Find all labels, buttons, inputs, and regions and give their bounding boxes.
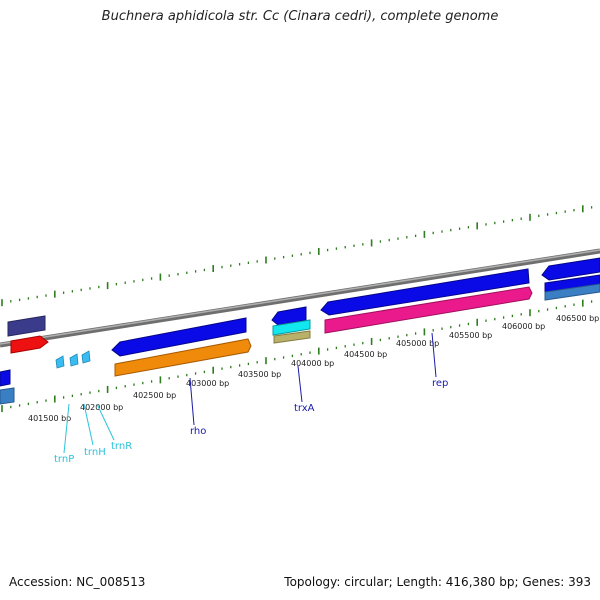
gene-feature-right-reverse-blue[interactable] [544,274,600,293]
scale-label: 405500 bp [449,331,492,340]
scale-labels: 401500 bp 402000 bp 402500 bp 403000 bp 4035… [28,314,599,423]
gene-feature-left-steel[interactable] [0,387,15,405]
gene-label-leader [83,403,94,446]
gene-trxA[interactable] [273,330,311,344]
gene-label-leader [63,403,70,454]
gene-label-trnH[interactable]: trnH [84,447,106,458]
gene-feature-long-forward[interactable] [320,268,530,316]
gene-label-trnR[interactable]: trnR [111,441,132,452]
genome-backbone-highlight [0,249,600,345]
gene-feature-right-forward[interactable] [541,257,600,281]
gene-labels: trnP trnH trnR rho trxA rep [54,332,448,465]
trna-trnR[interactable] [81,350,91,364]
gene-label-trnP[interactable]: trnP [54,454,74,465]
gene-rep[interactable] [324,286,533,334]
gene-label-leader [431,332,437,378]
gene-label-rho[interactable]: rho [190,426,206,437]
scale-label: 403500 bp [238,370,281,379]
scale-label: 404000 bp [291,359,334,368]
gene-feature-cyan[interactable] [272,319,311,336]
gene-feature-left-blue[interactable] [0,369,11,387]
scale-label: 402000 bp [80,403,123,412]
gene-label-leader [96,403,115,441]
gene-feature-navy[interactable] [7,315,46,337]
scale-label: 406000 bp [502,322,545,331]
scale-label: 403000 bp [186,379,229,388]
trna-trnP[interactable] [55,355,65,369]
scale-label: 404500 bp [344,350,387,359]
accession-label: Accession: NC_008513 [9,575,146,589]
trna-trnH[interactable] [69,353,79,367]
scale-label: 402500 bp [133,391,176,400]
genome-title: Buchnera aphidicola str. Cc (Cinara cedr… [101,9,499,24]
scale-label: 405000 bp [396,339,439,348]
gene-rho[interactable] [114,338,252,377]
gene-feature-red[interactable] [10,335,49,354]
gene-feature-rho-upstream[interactable] [111,317,247,357]
gene-label-leader [297,365,303,403]
scale-label: 401500 bp [28,414,71,423]
outer-tick-track [1,205,593,307]
gene-label-leader [189,377,195,426]
inner-tick-track [1,299,593,413]
scale-label: 406500 bp [556,314,599,323]
gene-label-rep[interactable]: rep [432,378,448,389]
gene-feature-right-reverse-steel[interactable] [544,283,600,301]
gene-label-trxA[interactable]: trxA [294,403,315,414]
genome-summary: Topology: circular; Length: 416,380 bp; … [284,575,591,589]
genome-backbone [0,248,600,348]
